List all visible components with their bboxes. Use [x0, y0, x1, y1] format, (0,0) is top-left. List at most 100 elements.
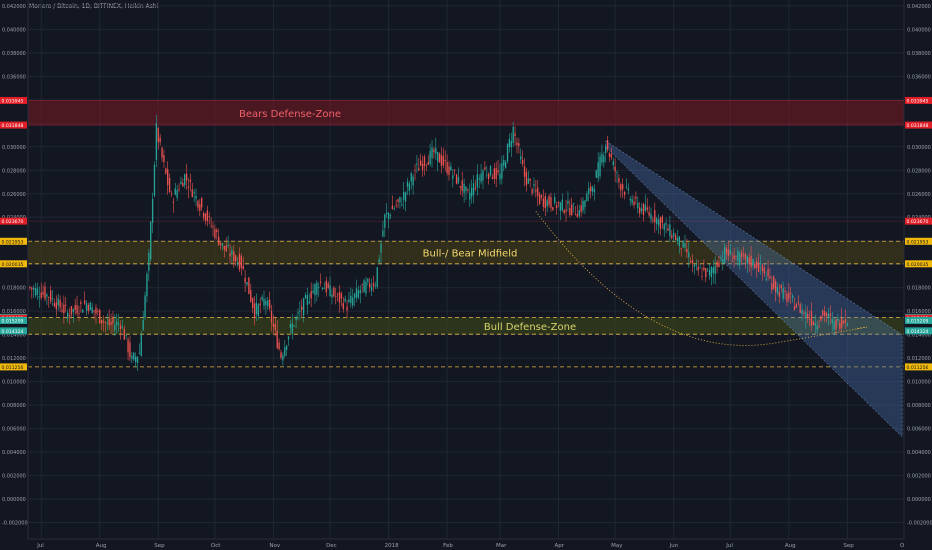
candle-body — [151, 198, 154, 223]
candle-body — [57, 298, 59, 306]
candle-body — [49, 290, 52, 302]
y-tick-label-right: 0.004000 — [907, 450, 931, 456]
candle-body — [671, 235, 673, 239]
candle-body — [201, 198, 203, 208]
candle-body — [267, 300, 269, 307]
candle-body — [34, 287, 37, 296]
candle-body — [104, 322, 107, 324]
candle-body — [331, 294, 333, 298]
candle-body — [274, 324, 276, 330]
candle-body — [295, 316, 297, 320]
y-tick-label-right: 0.018000 — [907, 286, 931, 292]
candle-body — [89, 302, 91, 311]
candle-body — [170, 193, 173, 195]
candle-body — [497, 170, 499, 173]
candle-body — [697, 266, 699, 271]
candle-body — [701, 275, 703, 277]
candle-body — [193, 191, 195, 193]
candle-body — [572, 202, 575, 205]
candle-body — [261, 296, 263, 300]
candle-body — [350, 295, 352, 304]
x-tick-label: O — [900, 543, 905, 549]
candle-body — [548, 195, 550, 205]
candle-body — [63, 304, 65, 314]
candle-body — [255, 302, 258, 314]
candle-body — [252, 298, 254, 308]
candle-body — [244, 277, 246, 283]
candle-body — [172, 201, 175, 203]
candle-body — [372, 282, 375, 287]
y-tick-label-left: 0.026000 — [2, 192, 26, 198]
y-tick-label-right: 0.000000 — [907, 497, 931, 503]
candle-body — [491, 177, 494, 179]
candle-body — [471, 187, 473, 197]
candle-body — [242, 265, 244, 270]
candle-body — [776, 287, 779, 294]
candle-body — [489, 166, 492, 176]
candle-body — [450, 166, 452, 171]
candle-body — [431, 147, 433, 159]
price-marker-label-left: 0.011256 — [2, 365, 24, 371]
candle-body — [650, 214, 652, 220]
x-tick-label: 2018 — [385, 543, 399, 549]
y-tick-label-left: 0.042000 — [2, 4, 26, 10]
candle-body — [567, 200, 569, 204]
candle-body — [410, 173, 412, 182]
candle-body — [593, 188, 596, 193]
curve-layer — [535, 211, 868, 346]
candle-body — [691, 260, 694, 263]
candle-body — [808, 318, 811, 320]
candle-body — [686, 248, 688, 253]
candle-body — [714, 265, 716, 275]
candle-body — [487, 173, 490, 179]
candle-body — [676, 238, 679, 242]
candle-body — [221, 243, 224, 246]
candle-body — [378, 259, 380, 263]
candle-body — [31, 287, 33, 290]
candle-body — [87, 305, 90, 312]
candle-body — [389, 215, 392, 217]
y-tick-label-right: 0.042000 — [907, 4, 931, 10]
candle-body — [576, 214, 579, 218]
zone-label: Bull-/ Bear Midfield — [423, 249, 518, 260]
candle-body — [404, 192, 407, 202]
candle-body — [446, 162, 448, 174]
candle-body — [123, 328, 125, 340]
candle-body — [165, 168, 167, 174]
candle-body — [712, 267, 714, 274]
price-marker-left — [0, 260, 27, 268]
y-tick-label-right: 0.010000 — [907, 380, 931, 386]
candle-body — [133, 352, 135, 360]
candle-body — [769, 276, 771, 279]
candle-body — [729, 249, 731, 255]
candle-body — [674, 235, 677, 241]
candle-body — [465, 186, 467, 191]
x-tick-label: Oct — [211, 543, 221, 549]
candle-body — [148, 252, 150, 271]
candle-body — [588, 188, 590, 195]
y-tick-label-right: 0.008000 — [907, 403, 931, 409]
price-marker-right — [905, 327, 932, 335]
candle-body — [248, 277, 250, 294]
candle-body — [61, 310, 63, 312]
candle-body — [601, 153, 603, 163]
candle-body — [574, 214, 577, 216]
candle-body — [119, 325, 122, 330]
price-marker-label-left: 0.033945 — [2, 98, 24, 104]
y-tick-label-left: 0.010000 — [2, 380, 26, 386]
candle-body — [167, 169, 169, 185]
y-tick-label-right: 0.036000 — [907, 74, 931, 80]
candle-body — [208, 215, 210, 217]
candle-body — [380, 243, 382, 253]
candle-body — [722, 259, 724, 264]
candle-body — [546, 200, 548, 207]
candle-body — [204, 213, 207, 221]
candle-body — [756, 261, 758, 268]
candle-body — [733, 255, 735, 259]
candle-body — [765, 278, 767, 280]
candle-body — [631, 199, 633, 203]
candle-body — [144, 295, 146, 318]
candle-body — [512, 126, 514, 143]
candle-body — [521, 159, 524, 165]
candle-body — [656, 218, 658, 224]
